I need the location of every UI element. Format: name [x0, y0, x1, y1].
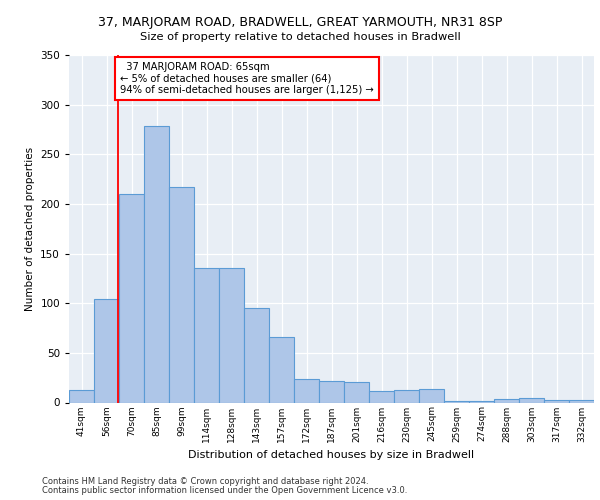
Bar [194, 268, 219, 402]
Bar [269, 337, 294, 402]
Text: Contains HM Land Registry data © Crown copyright and database right 2024.: Contains HM Land Registry data © Crown c… [42, 477, 368, 486]
Bar [569, 400, 594, 402]
Y-axis label: Number of detached properties: Number of detached properties [25, 146, 35, 311]
Bar [344, 382, 369, 402]
Bar [319, 380, 344, 402]
Text: Contains public sector information licensed under the Open Government Licence v3: Contains public sector information licen… [42, 486, 407, 495]
Text: 37 MARJORAM ROAD: 65sqm
← 5% of detached houses are smaller (64)
94% of semi-det: 37 MARJORAM ROAD: 65sqm ← 5% of detached… [120, 62, 374, 95]
Text: 37, MARJORAM ROAD, BRADWELL, GREAT YARMOUTH, NR31 8SP: 37, MARJORAM ROAD, BRADWELL, GREAT YARMO… [98, 16, 502, 29]
Bar [119, 194, 144, 402]
Bar [219, 268, 244, 402]
Bar [394, 390, 419, 402]
Bar [244, 308, 269, 402]
Bar [144, 126, 169, 402]
Bar [369, 390, 394, 402]
Bar [94, 299, 119, 403]
Bar [69, 390, 94, 402]
X-axis label: Distribution of detached houses by size in Bradwell: Distribution of detached houses by size … [188, 450, 475, 460]
Text: Size of property relative to detached houses in Bradwell: Size of property relative to detached ho… [140, 32, 460, 42]
Bar [169, 187, 194, 402]
Bar [544, 400, 569, 402]
Bar [419, 388, 444, 402]
Bar [519, 398, 544, 402]
Bar [444, 400, 469, 402]
Bar [469, 400, 494, 402]
Bar [294, 378, 319, 402]
Bar [494, 398, 519, 402]
